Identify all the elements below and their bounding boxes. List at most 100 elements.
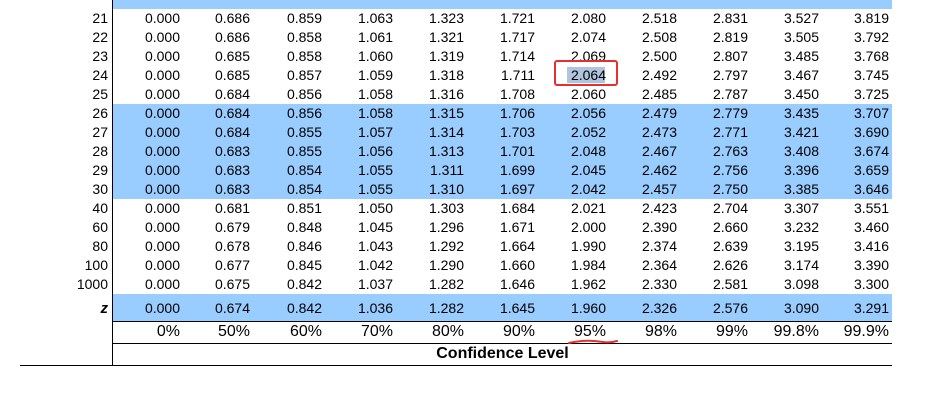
value-cell[interactable]: 2.374 (641, 238, 677, 254)
value-cell[interactable]: 2.807 (712, 48, 748, 64)
value-cell[interactable]: 1.711 (501, 67, 535, 83)
value-cell[interactable]: 3.232 (783, 219, 819, 235)
value-cell[interactable]: 0.855 (286, 143, 322, 159)
value-cell[interactable]: 0.683 (214, 181, 250, 197)
value-cell[interactable]: 1.043 (357, 238, 393, 254)
value-cell[interactable]: 2.485 (641, 86, 677, 102)
value-cell[interactable]: 0.000 (144, 143, 180, 159)
value-cell[interactable]: 1.290 (428, 257, 464, 273)
z-value-cell[interactable]: 3.291 (853, 300, 889, 316)
value-cell[interactable]: 2.457 (641, 181, 677, 197)
value-cell[interactable]: 0.858 (286, 29, 322, 45)
value-cell[interactable]: 1.321 (428, 29, 464, 45)
value-cell[interactable]: 1.703 (499, 124, 535, 140)
value-cell[interactable]: 0.000 (144, 67, 180, 83)
value-cell[interactable]: 1.057 (357, 124, 393, 140)
value-cell[interactable]: 0.000 (144, 162, 180, 178)
value-cell[interactable]: 1.660 (499, 257, 535, 273)
z-value-cell[interactable]: 1.282 (428, 300, 464, 316)
value-cell[interactable]: 3.551 (853, 200, 889, 216)
value-cell[interactable]: 1.055 (357, 181, 393, 197)
value-cell[interactable]: 2.756 (712, 162, 748, 178)
value-cell[interactable]: 1.310 (428, 181, 464, 197)
value-cell[interactable]: 1.646 (499, 276, 535, 292)
value-cell[interactable]: 1.962 (570, 276, 606, 292)
value-cell[interactable]: 2.364 (641, 257, 677, 273)
value-cell[interactable]: 0.684 (214, 105, 250, 121)
value-cell[interactable]: 0.856 (286, 86, 322, 102)
value-cell[interactable]: 1.059 (357, 67, 393, 83)
value-cell[interactable]: 1.671 (499, 219, 535, 235)
value-cell[interactable]: 1.296 (428, 219, 464, 235)
value-cell[interactable]: 2.074 (570, 29, 606, 45)
value-cell[interactable]: 0.000 (144, 10, 180, 26)
value-cell[interactable]: 1.314 (428, 124, 464, 140)
value-cell[interactable]: 0.000 (144, 238, 180, 254)
value-cell[interactable]: 3.674 (853, 143, 889, 159)
z-value-cell[interactable]: 2.326 (641, 300, 677, 316)
value-cell[interactable]: 0.000 (144, 276, 180, 292)
value-cell[interactable]: 3.435 (783, 105, 819, 121)
value-cell[interactable]: 0.857 (286, 67, 322, 83)
value-cell[interactable]: 1.697 (499, 181, 535, 197)
z-value-cell[interactable]: 2.576 (712, 300, 748, 316)
value-cell[interactable]: 1.056 (357, 143, 393, 159)
value-cell[interactable]: 1.058 (357, 86, 393, 102)
value-cell[interactable]: 2.467 (641, 143, 677, 159)
value-cell[interactable]: 3.485 (783, 48, 819, 64)
value-cell[interactable]: 3.792 (853, 29, 889, 45)
z-value-cell[interactable]: 1.645 (499, 300, 535, 316)
value-cell[interactable]: 1.061 (357, 29, 393, 45)
value-cell[interactable]: 0.679 (214, 219, 250, 235)
value-cell[interactable]: 2.771 (712, 124, 748, 140)
value-cell[interactable]: 0.845 (286, 257, 322, 273)
value-cell[interactable]: 2.423 (641, 200, 677, 216)
value-cell[interactable]: 1.063 (357, 10, 393, 26)
value-cell[interactable]: 2.064 (570, 67, 606, 83)
value-cell[interactable]: 1.984 (570, 257, 606, 273)
value-cell[interactable]: 3.467 (783, 67, 819, 83)
value-cell[interactable]: 1.706 (499, 105, 535, 121)
value-cell[interactable]: 1.721 (499, 10, 535, 26)
value-cell[interactable]: 0.859 (286, 10, 322, 26)
value-cell[interactable]: 1.323 (428, 10, 464, 26)
value-cell[interactable]: 2.479 (641, 105, 677, 121)
value-cell[interactable]: 3.646 (853, 181, 889, 197)
value-cell[interactable]: 0.686 (214, 10, 250, 26)
value-cell[interactable]: 3.385 (783, 181, 819, 197)
value-cell[interactable]: 3.450 (783, 86, 819, 102)
value-cell[interactable]: 1.664 (499, 238, 535, 254)
value-cell[interactable]: 0.848 (286, 219, 322, 235)
value-cell[interactable]: 3.690 (853, 124, 889, 140)
value-cell[interactable]: 2.330 (641, 276, 677, 292)
value-cell[interactable]: 3.421 (783, 124, 819, 140)
value-cell[interactable]: 0.854 (286, 181, 322, 197)
value-cell[interactable]: 0.855 (286, 124, 322, 140)
value-cell[interactable]: 2.518 (641, 10, 677, 26)
value-cell[interactable]: 0.000 (144, 181, 180, 197)
value-cell[interactable]: 3.174 (783, 257, 819, 273)
value-cell[interactable]: 0.000 (144, 200, 180, 216)
value-cell[interactable]: 2.080 (570, 10, 606, 26)
value-cell[interactable]: 1.045 (357, 219, 393, 235)
value-cell[interactable]: 2.000 (570, 219, 606, 235)
value-cell[interactable]: 1.050 (357, 200, 393, 216)
value-cell[interactable]: 0.000 (144, 48, 180, 64)
value-cell[interactable]: 3.819 (853, 10, 889, 26)
value-cell[interactable]: 0.858 (286, 48, 322, 64)
z-value-cell[interactable]: 1.960 (570, 300, 606, 316)
value-cell[interactable]: 1.316 (428, 86, 464, 102)
value-cell[interactable]: 1.708 (499, 86, 535, 102)
value-cell[interactable]: 2.473 (641, 124, 677, 140)
value-cell[interactable]: 1.313 (428, 143, 464, 159)
value-cell[interactable]: 3.527 (783, 10, 819, 26)
value-cell[interactable]: 0.681 (214, 200, 250, 216)
value-cell[interactable]: 1.055 (357, 162, 393, 178)
value-cell[interactable]: 1.058 (357, 105, 393, 121)
value-cell[interactable]: 1.717 (499, 29, 535, 45)
value-cell[interactable]: 0.675 (214, 276, 250, 292)
value-cell[interactable]: 3.098 (783, 276, 819, 292)
value-cell[interactable]: 0.000 (144, 219, 180, 235)
value-cell[interactable]: 1.037 (357, 276, 393, 292)
value-cell[interactable]: 2.639 (712, 238, 748, 254)
